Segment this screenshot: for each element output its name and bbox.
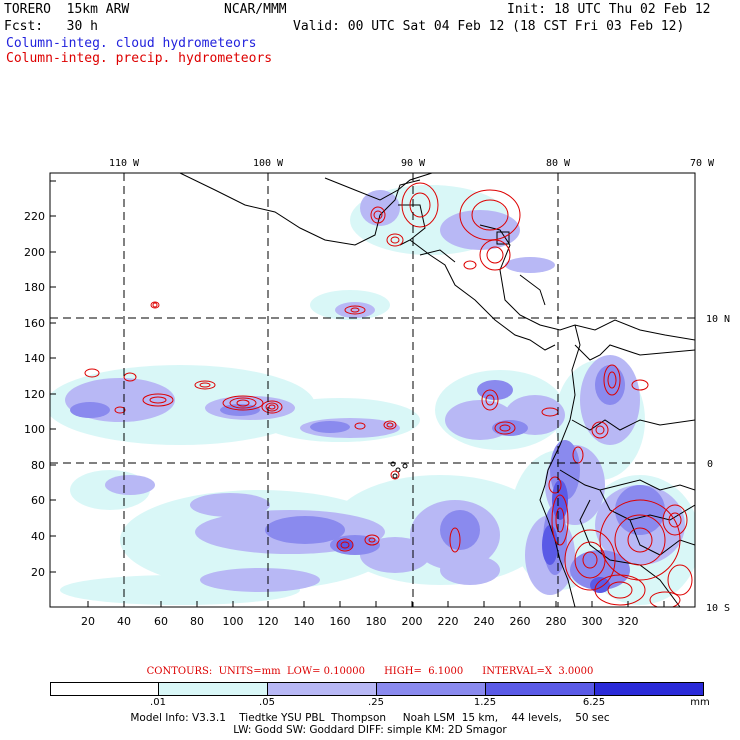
y-tick-label: 180 <box>24 281 45 294</box>
colorbar-label: 1.25 <box>473 697 497 708</box>
colorbar-label: 6.25 <box>582 697 606 708</box>
field-cloud-label: Column-integ. cloud hydrometeors <box>6 36 257 51</box>
colorbar-label: .25 <box>368 697 384 708</box>
lon-label-110w: 110 W <box>109 158 140 169</box>
precip-contour-layer <box>84 182 693 607</box>
y-tick-label: 140 <box>24 352 45 365</box>
field-precip-label: Column-integ. precip. hydrometeors <box>6 51 273 66</box>
colorbar-label: .05 <box>259 697 275 708</box>
lon-label-90w: 90 W <box>401 158 426 169</box>
x-tick-label: 40 <box>117 615 131 628</box>
model-info-line1: Model Info: V3.3.1 Tiedtke YSU PBL Thomp… <box>130 712 610 724</box>
colorbar-label: .01 <box>150 697 166 708</box>
x-tick-label: 220 <box>438 615 459 628</box>
x-tick-label: 320 <box>618 615 639 628</box>
lon-label-100w: 100 W <box>253 158 284 169</box>
x-tick-label: 280 <box>546 615 567 628</box>
lon-label-80w: 80 W <box>546 158 571 169</box>
lat-label-0: 0 <box>707 459 713 470</box>
x-tick-label: 260 <box>510 615 531 628</box>
x-tick-label: 140 <box>294 615 315 628</box>
model-title: TORERO 15km ARW <box>4 2 130 17</box>
y-tick-label: 60 <box>31 494 45 507</box>
y-tick-label: 80 <box>31 459 45 472</box>
x-tick-label: 160 <box>330 615 351 628</box>
y-tick-label: 20 <box>31 566 45 579</box>
center-label: NCAR/MMM <box>224 2 287 17</box>
x-tick-label: 300 <box>582 615 603 628</box>
axis-ticks <box>50 180 665 607</box>
colorbar-segment <box>485 682 594 696</box>
x-tick-label: 200 <box>402 615 423 628</box>
colorbar-segment <box>376 682 485 696</box>
model-info-line2: LW: Godd SW: Goddard DIFF: simple KM: 2D… <box>233 724 507 736</box>
y-tick-label: 200 <box>24 246 45 259</box>
colorbar-unit: mm <box>690 697 710 708</box>
x-tick-label: 120 <box>258 615 279 628</box>
x-tick-label: 100 <box>223 615 244 628</box>
x-tick-label: 240 <box>474 615 495 628</box>
y-tick-label: 220 <box>24 210 45 223</box>
valid-time: Valid: 00 UTC Sat 04 Feb 12 (18 CST Fri … <box>293 19 685 34</box>
coastline-layer <box>179 173 695 607</box>
colorbar-segment <box>158 682 267 696</box>
y-tick-label: 160 <box>24 317 45 330</box>
init-time: Init: 18 UTC Thu 02 Feb 12 <box>507 2 711 17</box>
colorbar-segment <box>594 682 704 696</box>
lon-label-70w: 70 W <box>690 158 715 169</box>
y-tick-label: 120 <box>24 388 45 401</box>
forecast-hour: Fcst: 30 h <box>4 19 98 34</box>
lat-label-10s: 10 S <box>706 603 730 614</box>
x-tick-label: 60 <box>154 615 168 628</box>
x-tick-label: 20 <box>81 615 95 628</box>
contour-info: CONTOURS: UNITS=mm LOW= 0.10000 HIGH= 6.… <box>146 666 594 677</box>
y-tick-label: 40 <box>31 530 45 543</box>
colorbar-segment <box>50 682 158 696</box>
y-tick-label: 100 <box>24 423 45 436</box>
x-tick-label: 180 <box>366 615 387 628</box>
x-tick-label: 80 <box>190 615 204 628</box>
plot-frame <box>49 172 696 608</box>
colorbar-segment <box>267 682 376 696</box>
graticule <box>50 173 695 607</box>
lat-label-10n: 10 N <box>706 314 730 325</box>
